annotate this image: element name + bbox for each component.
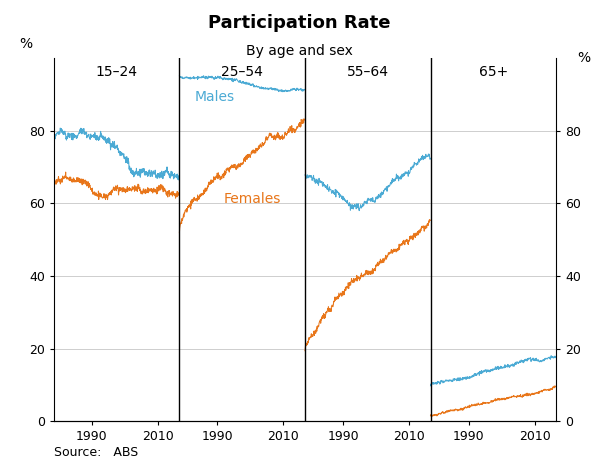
Text: Males: Males bbox=[194, 90, 234, 105]
Y-axis label: %: % bbox=[20, 37, 33, 50]
Text: 55–64: 55–64 bbox=[347, 65, 389, 79]
Text: 15–24: 15–24 bbox=[96, 65, 138, 79]
Text: By age and sex: By age and sex bbox=[246, 44, 352, 58]
Text: 25–54: 25–54 bbox=[221, 65, 263, 79]
Text: Participation Rate: Participation Rate bbox=[208, 14, 390, 32]
Text: 65+: 65+ bbox=[479, 65, 508, 79]
Y-axis label: %: % bbox=[577, 50, 590, 65]
Text: Females: Females bbox=[223, 192, 280, 206]
Text: Source:   ABS: Source: ABS bbox=[54, 446, 138, 459]
